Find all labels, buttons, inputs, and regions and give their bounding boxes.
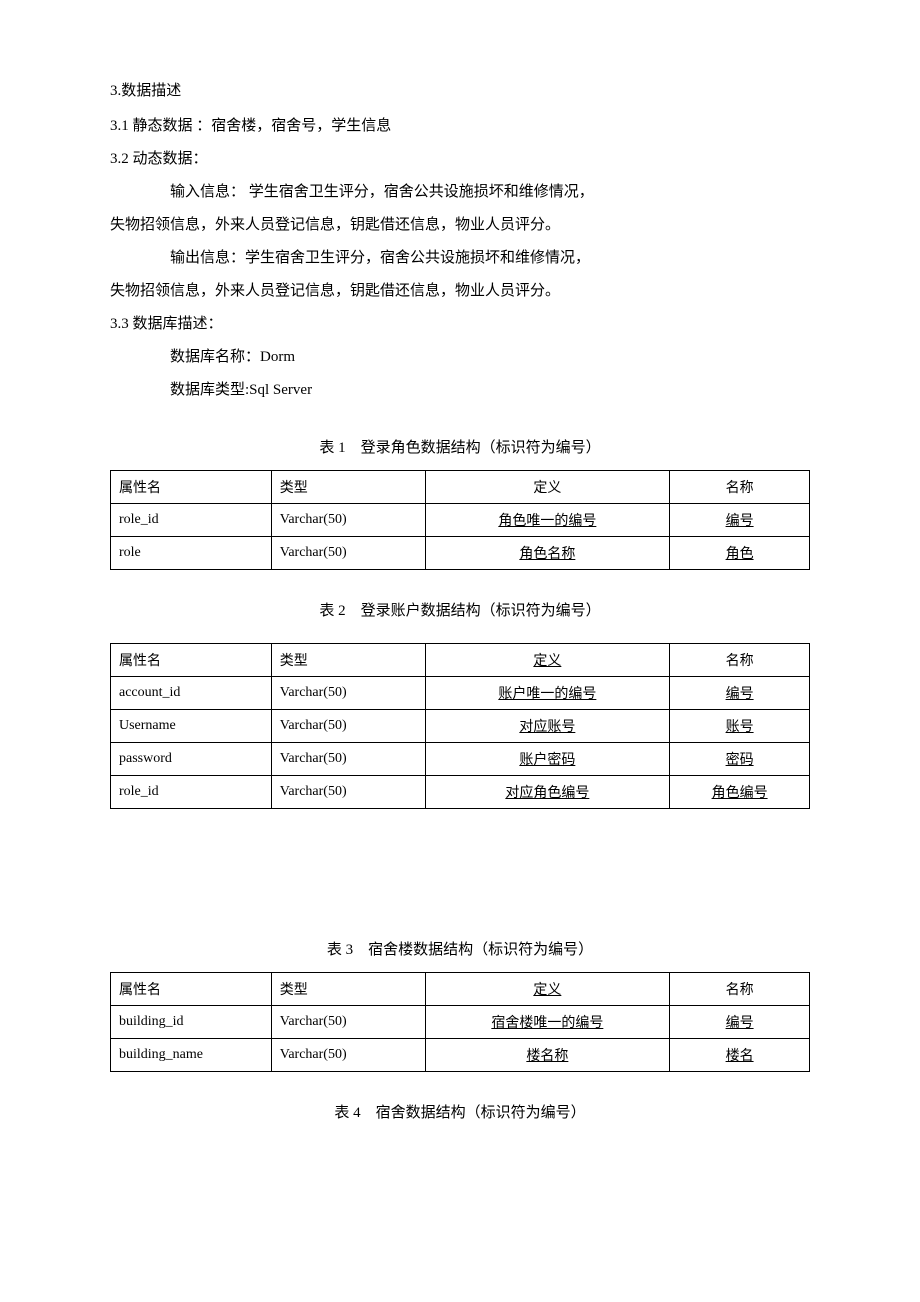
section-3-2-output-line2: 失物招领信息，外来人员登记信息，钥匙借还信息，物业人员评分。 <box>110 275 810 308</box>
cell-def: 宿舍楼唯一的编号 <box>425 1006 670 1039</box>
db-name-line: 数据库名称：Dorm <box>110 341 810 374</box>
cell-attr: account_id <box>111 677 272 710</box>
underline-text: 账户唯一的编号 <box>498 687 596 702</box>
table-row: Username Varchar(50) 对应账号 账号 <box>111 710 810 743</box>
cell-attr: building_id <box>111 1006 272 1039</box>
underline-text: 楼名 <box>726 1049 754 1064</box>
cell-type: Varchar(50) <box>271 537 425 570</box>
cell-name: 编号 <box>670 504 810 537</box>
underline-text: 宿舍楼唯一的编号 <box>491 1016 603 1031</box>
table-1: 属性名 类型 定义 名称 role_id Varchar(50) 角色唯一的编号… <box>110 470 810 570</box>
table-row: account_id Varchar(50) 账户唯一的编号 编号 <box>111 677 810 710</box>
underline-text: 角色 <box>726 547 754 562</box>
underline-text: 账户密码 <box>519 753 575 768</box>
section-3-1: 3.1 静态数据 ：宿舍楼，宿舍号，学生信息 <box>110 110 810 143</box>
underline-text: 编号 <box>726 687 754 702</box>
underline-text: 对应账号 <box>519 720 575 735</box>
header-type: 类型 <box>271 644 425 677</box>
cell-type: Varchar(50) <box>271 743 425 776</box>
header-def: 定义 <box>425 471 670 504</box>
section-3-2-input-line1: 输入信息： 学生宿舍卫生评分，宿舍公共设施损坏和维修情况， <box>110 176 810 209</box>
spacer <box>110 809 810 909</box>
section-3-2-output-line1: 输出信息：学生宿舍卫生评分，宿舍公共设施损坏和维修情况， <box>110 242 810 275</box>
cell-type: Varchar(50) <box>271 677 425 710</box>
cell-type: Varchar(50) <box>271 504 425 537</box>
cell-attr: building_name <box>111 1039 272 1072</box>
table-2: 属性名 类型 定义 名称 account_id Varchar(50) 账户唯一… <box>110 643 810 809</box>
table-1-caption: 表 1 登录角色数据结构（标识符为编号） <box>110 435 810 462</box>
db-type-line: 数据库类型:Sql Server <box>110 374 810 407</box>
header-name: 名称 <box>670 644 810 677</box>
underline-text: 定义 <box>533 654 561 669</box>
underline-text: 角色名称 <box>519 547 575 562</box>
cell-type: Varchar(50) <box>271 776 425 809</box>
header-name: 名称 <box>670 973 810 1006</box>
underline-text: 角色唯一的编号 <box>498 514 596 529</box>
cell-attr: password <box>111 743 272 776</box>
table-header-row: 属性名 类型 定义 名称 <box>111 644 810 677</box>
underline-text: 编号 <box>726 1016 754 1031</box>
cell-def: 对应账号 <box>425 710 670 743</box>
underline-text: 账号 <box>726 720 754 735</box>
cell-type: Varchar(50) <box>271 1006 425 1039</box>
cell-def: 楼名称 <box>425 1039 670 1072</box>
cell-attr: role_id <box>111 776 272 809</box>
section-3-heading: 3.数据描述 <box>110 75 810 108</box>
header-def: 定义 <box>425 644 670 677</box>
table-4-caption: 表 4 宿舍数据结构（标识符为编号） <box>110 1100 810 1127</box>
section-3-3: 3.3 数据库描述： <box>110 308 810 341</box>
section-3-2: 3.2 动态数据： <box>110 143 810 176</box>
section-3-2-input-line2: 失物招领信息，外来人员登记信息，钥匙借还信息，物业人员评分。 <box>110 209 810 242</box>
table-2-caption: 表 2 登录账户数据结构（标识符为编号） <box>110 598 810 625</box>
table-row: role_id Varchar(50) 角色唯一的编号 编号 <box>111 504 810 537</box>
cell-def: 账户唯一的编号 <box>425 677 670 710</box>
table-header-row: 属性名 类型 定义 名称 <box>111 973 810 1006</box>
header-name: 名称 <box>670 471 810 504</box>
cell-name: 编号 <box>670 677 810 710</box>
table-row: role Varchar(50) 角色名称 角色 <box>111 537 810 570</box>
header-attr: 属性名 <box>111 644 272 677</box>
cell-def: 角色名称 <box>425 537 670 570</box>
cell-attr: Username <box>111 710 272 743</box>
cell-name: 账号 <box>670 710 810 743</box>
table-row: building_id Varchar(50) 宿舍楼唯一的编号 编号 <box>111 1006 810 1039</box>
underline-text: 楼名称 <box>526 1049 568 1064</box>
underline-text: 编号 <box>726 514 754 529</box>
table-row: password Varchar(50) 账户密码 密码 <box>111 743 810 776</box>
cell-attr: role_id <box>111 504 272 537</box>
cell-name: 楼名 <box>670 1039 810 1072</box>
underline-text: 对应角色编号 <box>505 786 589 801</box>
cell-name: 编号 <box>670 1006 810 1039</box>
underline-text: 角色编号 <box>712 786 768 801</box>
table-row: building_name Varchar(50) 楼名称 楼名 <box>111 1039 810 1072</box>
header-attr: 属性名 <box>111 973 272 1006</box>
header-type: 类型 <box>271 973 425 1006</box>
cell-name: 密码 <box>670 743 810 776</box>
cell-def: 角色唯一的编号 <box>425 504 670 537</box>
header-attr: 属性名 <box>111 471 272 504</box>
underline-text: 定义 <box>533 983 561 998</box>
cell-def: 账户密码 <box>425 743 670 776</box>
cell-type: Varchar(50) <box>271 1039 425 1072</box>
underline-text: 密码 <box>726 753 754 768</box>
header-def: 定义 <box>425 973 670 1006</box>
table-header-row: 属性名 类型 定义 名称 <box>111 471 810 504</box>
table-3-caption: 表 3 宿舍楼数据结构（标识符为编号） <box>110 937 810 964</box>
cell-name: 角色编号 <box>670 776 810 809</box>
table-row: role_id Varchar(50) 对应角色编号 角色编号 <box>111 776 810 809</box>
header-type: 类型 <box>271 471 425 504</box>
table-3: 属性名 类型 定义 名称 building_id Varchar(50) 宿舍楼… <box>110 972 810 1072</box>
cell-attr: role <box>111 537 272 570</box>
cell-name: 角色 <box>670 537 810 570</box>
cell-def: 对应角色编号 <box>425 776 670 809</box>
cell-type: Varchar(50) <box>271 710 425 743</box>
